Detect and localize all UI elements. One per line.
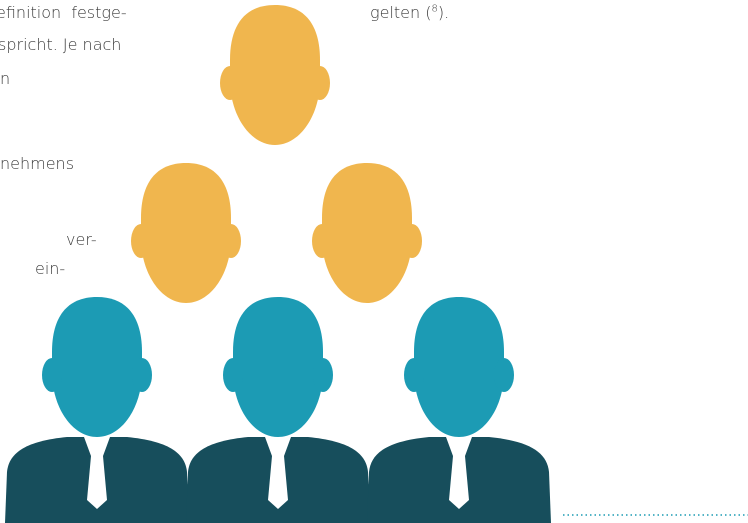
head — [131, 163, 241, 303]
footnote-ref: 8 — [431, 3, 438, 15]
text-line: efinition festge- — [0, 3, 127, 22]
head — [404, 297, 514, 437]
tie — [84, 437, 110, 509]
orange-heads — [131, 5, 422, 303]
tie — [446, 437, 472, 509]
text-line: spricht. Je nach — [0, 35, 122, 54]
head — [223, 297, 333, 437]
text-line: n — [0, 69, 11, 88]
blue-people — [5, 297, 551, 523]
text: ). — [437, 3, 450, 22]
text-line: ein- — [35, 259, 66, 278]
head — [42, 297, 152, 437]
text-line: ver- — [66, 230, 97, 249]
text-line: gelten (8). — [370, 3, 449, 22]
tie — [265, 437, 291, 509]
head — [220, 5, 330, 145]
text-line: nehmens — [0, 154, 75, 173]
head — [312, 163, 422, 303]
text: gelten ( — [370, 3, 432, 22]
